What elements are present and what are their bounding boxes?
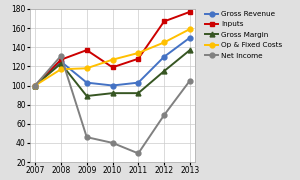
Gross Revenue (85, 82, 88, 84)
Line: Inputs: Inputs (33, 9, 192, 88)
Net Income (136, 152, 140, 154)
Op & Fixed Costs (85, 67, 88, 69)
Gross Revenue (162, 56, 166, 58)
Inputs (59, 59, 63, 61)
Line: Gross Revenue: Gross Revenue (33, 35, 192, 88)
Op & Fixed Costs (59, 68, 63, 70)
Line: Net Income: Net Income (33, 53, 192, 156)
Op & Fixed Costs (33, 84, 37, 87)
Gross Margin (111, 92, 114, 94)
Gross Revenue (33, 84, 37, 87)
Legend: Gross Revenue, Inputs, Gross Margin, Op & Fixed Costs, Net Income: Gross Revenue, Inputs, Gross Margin, Op … (204, 10, 284, 60)
Line: Gross Margin: Gross Margin (33, 48, 192, 98)
Inputs (33, 84, 37, 87)
Inputs (162, 20, 166, 22)
Op & Fixed Costs (188, 28, 192, 30)
Op & Fixed Costs (111, 59, 114, 61)
Gross Margin (85, 95, 88, 97)
Net Income (33, 84, 37, 87)
Gross Margin (59, 62, 63, 65)
Op & Fixed Costs (162, 41, 166, 44)
Net Income (85, 136, 88, 138)
Net Income (162, 114, 166, 116)
Net Income (188, 80, 192, 82)
Gross Margin (162, 70, 166, 72)
Gross Margin (188, 49, 192, 51)
Gross Margin (33, 84, 37, 87)
Inputs (188, 11, 192, 13)
Gross Revenue (188, 37, 192, 39)
Gross Revenue (136, 82, 140, 84)
Inputs (136, 58, 140, 60)
Net Income (111, 142, 114, 144)
Gross Margin (136, 92, 140, 94)
Inputs (85, 49, 88, 51)
Inputs (111, 66, 114, 68)
Net Income (59, 55, 63, 57)
Op & Fixed Costs (136, 52, 140, 54)
Gross Revenue (111, 84, 114, 87)
Line: Op & Fixed Costs: Op & Fixed Costs (33, 27, 192, 88)
Gross Revenue (59, 60, 63, 63)
